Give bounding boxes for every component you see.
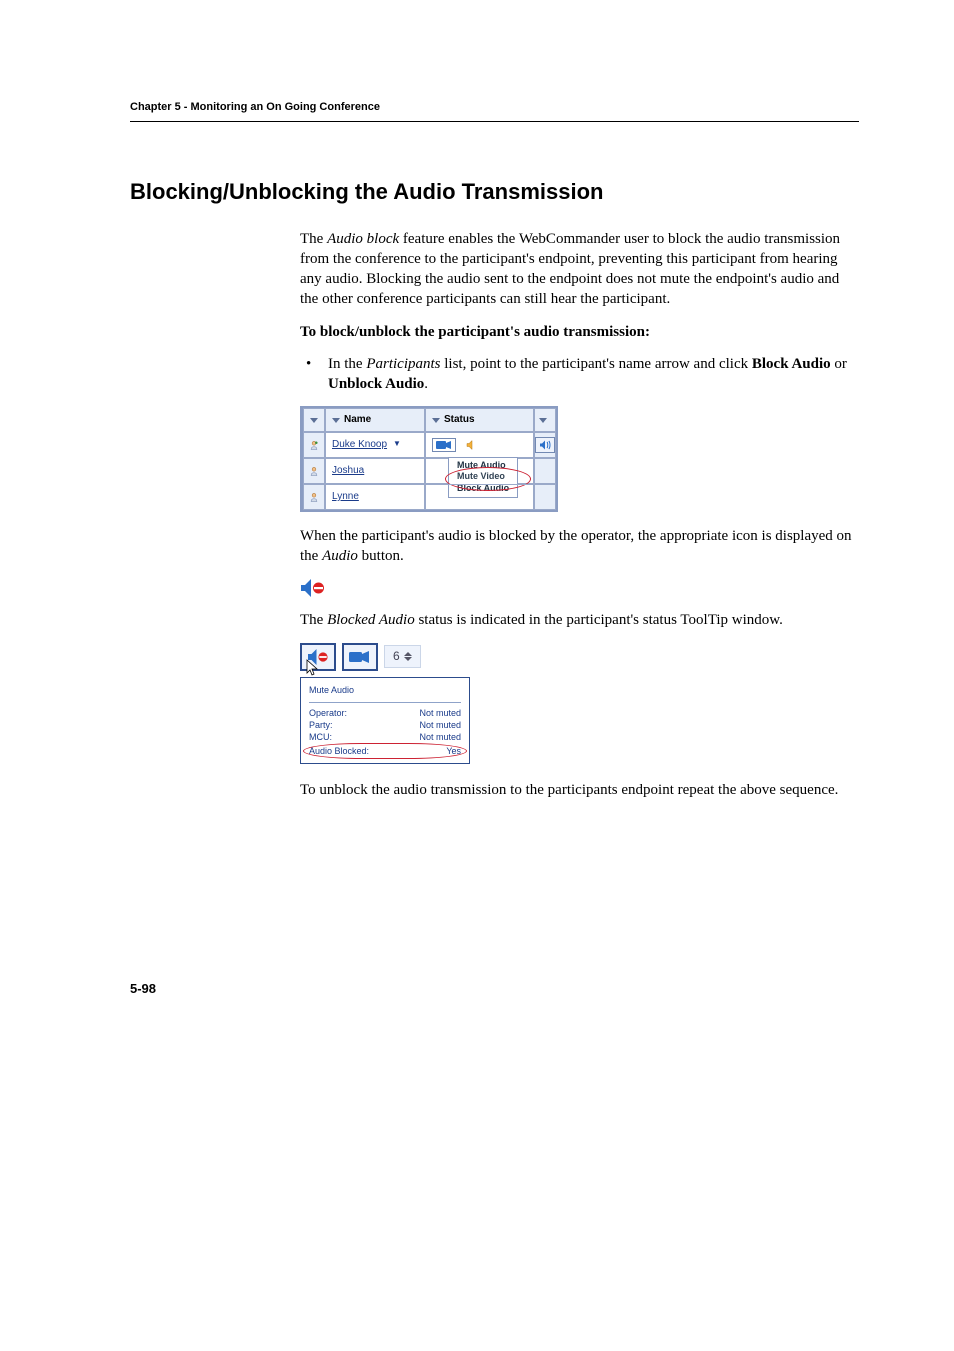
user-icon xyxy=(310,463,318,479)
row-action-cell[interactable] xyxy=(534,432,556,458)
text: or xyxy=(831,356,847,372)
tooltip-key: Audio Blocked: xyxy=(309,745,369,757)
tooltip-val: Not muted xyxy=(419,707,461,719)
procedure-heading: To block/unblock the participant's audio… xyxy=(300,322,859,342)
tooltip-head: 6 xyxy=(300,643,470,671)
tooltip-box: Mute Audio Operator: Not muted Party: Not … xyxy=(300,677,470,765)
term-blocked-audio: Blocked Audio xyxy=(327,612,415,628)
tooltip-row: MCU: Not muted xyxy=(309,731,461,743)
closing-paragraph: To unblock the audio transmission to the… xyxy=(300,780,859,800)
header-status[interactable]: Status xyxy=(425,408,534,432)
tooltip-key: Operator: xyxy=(309,707,347,719)
blocked-audio-icon xyxy=(300,578,859,598)
header-arrow-cell[interactable] xyxy=(303,408,325,432)
tooltip-row-blocked: Audio Blocked: Yes xyxy=(309,745,461,757)
participants-table-figure: Name Status Duke Knoop ▼ xyxy=(300,406,558,512)
column-label: Status xyxy=(444,413,475,427)
table-header-row: Name Status xyxy=(303,408,556,432)
procedure-list: In the Participants list, point to the p… xyxy=(300,354,859,395)
tooltip-paragraph: The Blocked Audio status is indicated in… xyxy=(300,610,859,630)
stepper-arrows[interactable] xyxy=(404,652,412,661)
column-label: Name xyxy=(344,413,371,427)
label-block-audio: Block Audio xyxy=(752,356,831,372)
layout-badge[interactable]: 6 xyxy=(384,645,421,667)
tooltip-val: Yes xyxy=(446,745,461,757)
tooltip-row: Party: Not muted xyxy=(309,719,461,731)
badge-number: 6 xyxy=(393,648,400,664)
user-icon xyxy=(310,489,318,505)
header-rule xyxy=(130,121,859,122)
term-audio-block: Audio block xyxy=(327,231,399,247)
cursor-icon xyxy=(306,659,320,677)
audio-button[interactable] xyxy=(300,643,336,671)
video-button[interactable] xyxy=(342,643,378,671)
after-table-paragraph: When the participant's audio is blocked … xyxy=(300,526,859,567)
tooltip-figure: 6 Mute Audio Operator: Not muted Party: No… xyxy=(300,643,470,765)
table-row: Duke Knoop ▼ xyxy=(303,432,556,458)
text: In the xyxy=(328,356,366,372)
row-icon-cell xyxy=(303,458,325,484)
page-number: 5-98 xyxy=(130,980,859,998)
label-unblock-audio: Unblock Audio xyxy=(328,376,424,392)
tooltip-val: Not muted xyxy=(419,731,461,743)
chapter-header: Chapter 5 - Monitoring an On Going Confe… xyxy=(130,100,859,115)
tooltip-row: Operator: Not muted xyxy=(309,707,461,719)
text: list, point to the participant's name ar… xyxy=(441,356,752,372)
participant-status-cell xyxy=(425,484,534,510)
chevron-down-icon xyxy=(432,418,440,423)
participant-name-cell[interactable]: Duke Knoop ▼ xyxy=(325,432,425,458)
text: status is indicated in the participant's… xyxy=(415,612,783,628)
table-row: Joshua Mute Audio Mute Video Block Audio xyxy=(303,458,556,484)
intro-paragraph: The Audio block feature enables the WebC… xyxy=(300,229,859,310)
participant-name-cell[interactable]: Lynne xyxy=(325,484,425,510)
participant-link[interactable]: Duke Knoop xyxy=(332,438,387,452)
row-action-cell xyxy=(534,484,556,510)
term-audio: Audio xyxy=(322,548,358,564)
speaker-small-icon[interactable] xyxy=(466,439,478,451)
text: The xyxy=(300,612,327,628)
table-row: Lynne xyxy=(303,484,556,510)
participant-link[interactable]: Lynne xyxy=(332,490,359,504)
term-participants: Participants xyxy=(366,356,440,372)
participant-status-cell: Mute Audio Mute Video Block Audio xyxy=(425,458,534,484)
participant-status-cell xyxy=(425,432,534,458)
procedure-step: In the Participants list, point to the p… xyxy=(300,354,859,395)
row-icon-cell xyxy=(303,432,325,458)
text: The xyxy=(300,231,327,247)
header-action-cell[interactable] xyxy=(534,408,556,432)
camera-icon xyxy=(436,440,452,450)
tooltip-val: Not muted xyxy=(419,719,461,731)
speaker-icon xyxy=(539,439,551,451)
participant-name-cell[interactable]: Joshua xyxy=(325,458,425,484)
chevron-down-icon xyxy=(332,418,340,423)
chevron-down-icon xyxy=(539,418,547,423)
user-active-icon xyxy=(310,437,318,453)
text: button. xyxy=(358,548,404,564)
tooltip-divider xyxy=(309,702,461,703)
video-status-button[interactable] xyxy=(432,438,456,452)
tooltip-key: Party: xyxy=(309,719,333,731)
row-action-cell xyxy=(534,458,556,484)
chevron-down-icon xyxy=(310,418,318,423)
camera-icon xyxy=(349,650,371,664)
audio-button[interactable] xyxy=(535,437,555,453)
name-arrow: ▼ xyxy=(393,439,401,450)
tooltip-key: MCU: xyxy=(309,731,332,743)
text: . xyxy=(424,376,428,392)
tooltip-title: Mute Audio xyxy=(309,684,461,696)
row-icon-cell xyxy=(303,484,325,510)
participant-link[interactable]: Joshua xyxy=(332,464,364,478)
section-title: Blocking/Unblocking the Audio Transmissi… xyxy=(130,177,859,207)
header-name[interactable]: Name xyxy=(325,408,425,432)
